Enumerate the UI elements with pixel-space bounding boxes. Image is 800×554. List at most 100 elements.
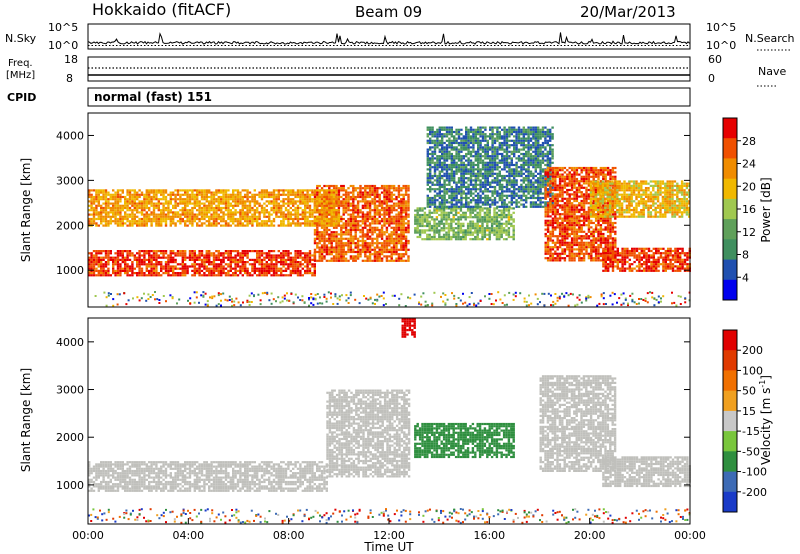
heatmap-cell bbox=[150, 204, 153, 207]
heatmap-cell bbox=[361, 191, 365, 194]
heatmap-cell bbox=[100, 209, 103, 212]
heatmap-cell bbox=[246, 269, 249, 272]
heatmap-cell bbox=[469, 152, 473, 156]
heatmap-cell bbox=[186, 202, 189, 205]
heatmap-cell bbox=[376, 209, 379, 212]
heatmap-cell bbox=[234, 254, 237, 257]
heatmap-cell bbox=[364, 242, 367, 245]
heatmap-cell bbox=[471, 233, 475, 236]
heatmap-cell bbox=[515, 148, 518, 151]
heatmap-cell bbox=[239, 252, 242, 255]
heatmap-cell bbox=[152, 256, 156, 259]
heatmap-cell bbox=[306, 206, 309, 210]
heatmap-cell bbox=[205, 267, 208, 270]
heatmap-cell bbox=[140, 224, 144, 227]
heatmap-cell bbox=[239, 211, 242, 214]
heatmap-cell bbox=[400, 242, 403, 245]
heatmap-cell bbox=[467, 185, 470, 189]
heatmap-cell bbox=[220, 274, 223, 277]
heatmap-cell bbox=[368, 246, 372, 249]
heatmap-cell bbox=[477, 141, 480, 145]
heatmap-cell bbox=[481, 209, 484, 212]
heatmap-cell bbox=[311, 213, 314, 216]
heatmap-cell bbox=[308, 256, 312, 259]
heatmap-cell bbox=[90, 213, 93, 216]
heatmap-cell bbox=[477, 170, 480, 173]
heatmap-cell bbox=[486, 188, 489, 191]
heatmap-cell bbox=[198, 200, 201, 203]
heatmap-cell bbox=[222, 211, 225, 214]
heatmap-cell bbox=[140, 272, 144, 275]
heatmap-cell bbox=[320, 224, 324, 227]
heatmap-cell bbox=[486, 194, 489, 197]
heatmap-cell bbox=[477, 133, 480, 136]
heatmap-cell bbox=[236, 252, 240, 255]
heatmap-cell bbox=[385, 242, 389, 245]
heatmap-cell bbox=[100, 217, 103, 221]
heatmap-cell bbox=[472, 199, 475, 202]
heatmap-cell bbox=[316, 200, 319, 203]
heatmap-cell bbox=[433, 146, 437, 149]
heatmap-cell bbox=[241, 252, 244, 255]
heatmap-cell bbox=[97, 202, 100, 205]
heatmap-cell bbox=[459, 216, 463, 219]
heatmap-cell bbox=[196, 267, 199, 270]
heatmap-cell bbox=[95, 206, 98, 210]
heatmap-cell bbox=[373, 231, 377, 234]
heatmap-cell bbox=[484, 190, 487, 193]
heatmap-cell bbox=[400, 215, 403, 218]
heatmap-cell bbox=[308, 272, 312, 275]
heatmap-cell bbox=[404, 235, 408, 238]
heatmap-cell bbox=[116, 195, 120, 199]
heatmap-cell bbox=[229, 274, 232, 277]
heatmap-cell bbox=[385, 202, 389, 205]
heatmap-cell bbox=[337, 224, 340, 227]
heatmap-cell bbox=[445, 238, 448, 241]
heatmap-cell bbox=[352, 242, 355, 245]
heatmap-cell bbox=[217, 265, 220, 268]
heatmap-cell bbox=[438, 185, 441, 189]
heatmap-cell bbox=[325, 202, 328, 205]
heatmap-cell bbox=[433, 201, 437, 204]
heatmap-cell bbox=[119, 204, 122, 207]
heatmap-cell bbox=[227, 200, 230, 203]
heatmap-cell bbox=[217, 200, 220, 203]
heatmap-cell bbox=[215, 198, 218, 201]
heatmap-cell bbox=[474, 177, 477, 180]
heatmap-cell bbox=[457, 155, 461, 158]
heatmap-cell bbox=[191, 224, 194, 227]
heatmap-cell bbox=[510, 213, 513, 217]
heatmap-cell bbox=[368, 211, 372, 214]
heatmap-cell bbox=[481, 126, 485, 129]
heatmap-cell bbox=[431, 157, 434, 160]
heatmap-cell bbox=[155, 272, 158, 275]
heatmap-cell bbox=[469, 135, 473, 138]
heatmap-cell bbox=[203, 211, 206, 214]
heatmap-cell bbox=[268, 254, 271, 257]
heatmap-cell bbox=[275, 198, 278, 201]
heatmap-cell bbox=[95, 252, 98, 255]
heatmap-cell bbox=[222, 265, 225, 268]
heatmap-cell bbox=[140, 213, 144, 216]
heatmap-cell bbox=[335, 202, 338, 205]
heatmap-cell bbox=[366, 259, 369, 262]
heatmap-cell bbox=[210, 195, 213, 199]
heatmap-cell bbox=[246, 211, 249, 214]
heatmap-cell bbox=[469, 220, 472, 223]
heatmap-cell bbox=[181, 256, 184, 259]
heatmap-cell bbox=[148, 269, 151, 272]
heatmap-cell bbox=[152, 217, 156, 221]
heatmap-cell bbox=[155, 252, 158, 255]
heatmap-cell bbox=[474, 152, 477, 156]
heatmap-cell bbox=[131, 189, 134, 192]
heatmap-cell bbox=[438, 209, 441, 212]
heatmap-cell bbox=[313, 191, 316, 194]
heatmap-cell bbox=[140, 206, 144, 210]
heatmap-cell bbox=[239, 198, 242, 201]
heatmap-cell bbox=[212, 213, 216, 216]
heatmap-cell bbox=[275, 213, 278, 216]
heatmap-cell bbox=[397, 206, 401, 210]
heatmap-cell bbox=[212, 254, 216, 257]
heatmap-cell bbox=[445, 233, 448, 236]
heatmap-cell bbox=[229, 202, 232, 205]
